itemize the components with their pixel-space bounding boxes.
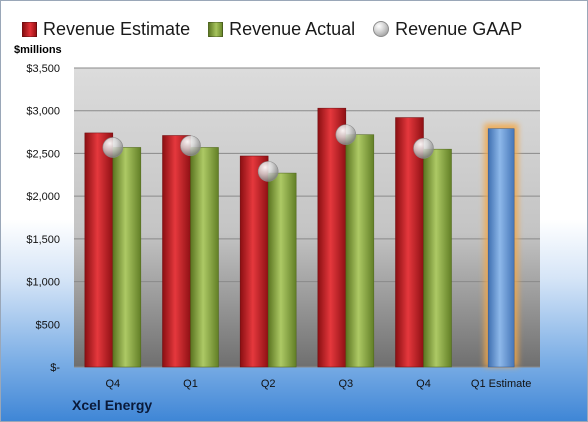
bar-revenue-estimate	[162, 135, 191, 368]
bar-revenue-actual	[345, 134, 375, 368]
legend-label-gaap: Revenue GAAP	[395, 18, 523, 39]
marker-revenue-gaap	[180, 135, 201, 157]
bar-revenue-estimate	[317, 107, 347, 368]
marker-revenue-gaap	[335, 124, 357, 145]
bar-revenue-estimate	[239, 155, 269, 368]
bar-revenue-actual	[112, 147, 142, 368]
x-tick-label: Q3	[338, 378, 353, 390]
x-tick-label: Q4	[105, 378, 120, 390]
x-tick-label: Q4	[416, 378, 431, 390]
bar-revenue-actual	[423, 148, 452, 368]
legend-item-gaap: Revenue GAAP	[373, 19, 522, 40]
marker-revenue-gaap	[102, 137, 124, 158]
gridlines	[74, 67, 540, 368]
y-tick-label: $500	[36, 319, 60, 331]
bar-revenue-actual	[190, 147, 219, 368]
legend: Revenue Estimate Revenue Actual Revenue …	[22, 14, 530, 44]
x-tick-label: Q1	[183, 378, 198, 390]
x-axis-ticks: Q4 Q1 Q2 Q3 Q4 Q1 Estimate	[105, 378, 531, 390]
legend-item-actual: Revenue Actual	[208, 19, 355, 40]
y-axis-ticks: $3,500 $3,000 $2,500 $2,000 $1,500 $1,000 $500…	[26, 63, 60, 374]
y-tick-label: $2,000	[26, 191, 60, 203]
legend-item-estimate: Revenue Estimate	[22, 19, 190, 40]
y-axis-units: $millions	[14, 44, 62, 56]
company-name: Xcel Energy	[72, 397, 153, 413]
y-tick-label: $1,500	[26, 234, 60, 246]
y-tick-label: $-	[50, 362, 60, 374]
bar-revenue-actual	[267, 172, 297, 368]
bar-revenue-estimate	[84, 132, 114, 368]
legend-label-actual: Revenue Actual	[229, 18, 356, 39]
plot-area	[74, 68, 540, 367]
x-tick-label: Q1 Estimate	[471, 378, 532, 390]
marker-revenue-gaap	[257, 161, 279, 182]
legend-swatch-actual	[208, 21, 224, 37]
y-tick-label: $3,000	[26, 106, 60, 118]
y-tick-label: $3,500	[26, 63, 60, 75]
x-tick-label: Q2	[261, 378, 276, 390]
y-tick-label: $1,000	[26, 277, 60, 289]
bar-revenue-forecast	[487, 128, 515, 368]
legend-swatch-gaap	[373, 21, 390, 37]
legend-label-estimate: Revenue Estimate	[43, 18, 191, 39]
bars	[84, 107, 519, 368]
y-tick-label: $2,500	[26, 148, 60, 160]
marker-revenue-gaap	[413, 138, 434, 159]
legend-swatch-estimate	[22, 21, 37, 37]
bar-revenue-estimate	[395, 117, 424, 368]
